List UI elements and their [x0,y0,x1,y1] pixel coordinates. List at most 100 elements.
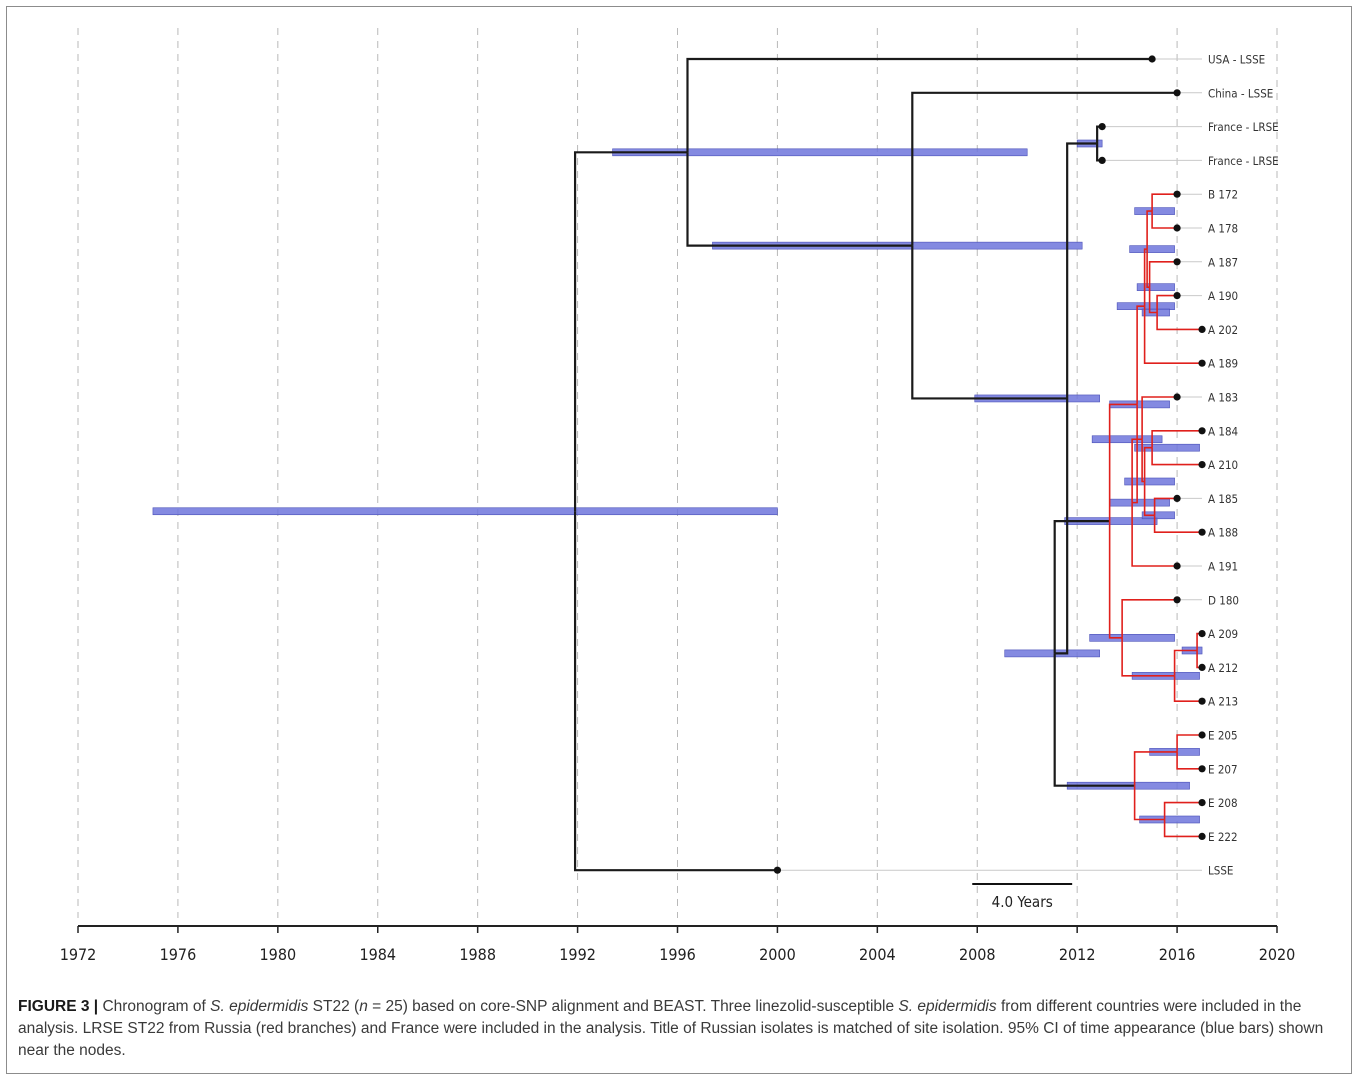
ci-bar-root [152,507,778,516]
tip-dot-tA212 [1198,663,1206,672]
branch-tA210 [1151,447,1203,466]
branch-nA184 [1141,439,1145,483]
tip-label-tFR1: France - LRSE [1208,120,1279,134]
ci-bar-nRU [1004,649,1100,658]
branch-tA185 [1153,497,1178,516]
caption-part-5: S. epidermidis [898,998,997,1015]
branch-nA209 [1121,637,1175,677]
chronogram-plot: USA - LSSE China - LSSE France - LRSE Franc… [60,28,1295,964]
branch-tA184 [1151,430,1203,448]
tick-label-1996: 1996 [659,945,696,964]
tip-label-tA185: A 185 [1208,492,1238,506]
tip-label-tA190: A 190 [1208,289,1238,303]
tick-label-1972: 1972 [60,945,97,964]
branch-nLSSE [573,151,688,512]
scale-bar: 4.0 Years [972,883,1073,911]
tip-dot-tUSA [1148,55,1156,63]
tip-dot-tD180 [1173,596,1181,604]
branch-nB [1108,403,1138,522]
branch-nA184a [1143,446,1153,482]
caption-text: Chronogram of S. epidermidis ST22 (n = 2… [18,998,1323,1059]
branch-nB2a [1131,438,1143,503]
tip-label-tA189: A 189 [1208,357,1238,371]
branch-tLSSE [573,511,778,872]
tip-label-tCHN: China - LSSE [1208,86,1273,100]
tip-dot-tA191 [1173,562,1181,570]
branch-tA183 [1141,396,1178,440]
tip-label-tA212: A 212 [1208,661,1238,675]
tip-label-tA191: A 191 [1208,560,1238,574]
branch-nRU [1054,398,1069,655]
tip-dot-tCHN [1173,89,1181,97]
caption-part-6: from different countries were included i… [18,998,1324,1059]
branch-tE207 [1176,751,1203,770]
ci-bar-nA184 [1124,477,1175,486]
caption-part-2: ST22 ( [308,998,360,1015]
branch-tE205 [1176,734,1203,752]
branch-nFRA [1066,142,1098,399]
tip-dot-tFR1 [1098,123,1106,131]
tip-dot-tB172 [1173,190,1181,198]
branch-nFR [911,245,1068,400]
tip-label-tUSA: USA - LSSE [1208,53,1265,67]
branch-tA190 [1156,294,1178,313]
branch-tA187 [1148,261,1178,288]
branch-tUSA [686,57,1153,153]
tip-label-tLSSE: LSSE [1208,864,1233,878]
tick-label-1976: 1976 [160,945,197,964]
tip-label-tD180: D 180 [1208,593,1239,607]
tip-label-tE205: E 205 [1208,729,1238,743]
tip-dot-tA202 [1198,325,1206,333]
tip-label-tE222: E 222 [1208,830,1238,844]
branch-tA188 [1153,515,1203,533]
tip-dot-tA209 [1198,630,1206,638]
branch-nCHN [686,152,913,247]
tick-label-1984: 1984 [359,945,396,964]
tip-label-tA188: A 188 [1208,526,1238,540]
figure-caption: FIGURE 3 | Chronogram of S. epidermidis … [18,996,1338,1062]
tip-dot-tLSSE [773,866,782,874]
tip-label-tA209: A 209 [1208,627,1238,641]
branch-nA [1053,520,1110,654]
branch-nA190 [1148,287,1158,314]
branch-nA185 [1143,481,1155,517]
ci-bar-nA187 [1136,283,1175,291]
branch-tE222 [1163,819,1203,838]
figure-label: FIGURE 3 | [18,998,99,1015]
caption-part-4: = 25) based on core-SNP alignment and BE… [367,998,899,1015]
tip-dot-tA213 [1198,697,1206,705]
figure-frame [6,6,1352,1074]
ci-bar-nA185 [1141,511,1175,520]
branch-nE2 [1133,785,1165,821]
branch-tD180 [1121,599,1178,638]
ci-bar-nB1 [1116,302,1175,310]
branch-tCHN [911,91,1178,246]
branch-nA209a [1173,649,1198,676]
tip-markers [773,55,1206,874]
tip-label-tA187: A 187 [1208,255,1238,269]
branch-tA202 [1156,312,1203,331]
tip-label-tB172: B 172 [1208,188,1238,202]
tip-label-tA183: A 183 [1208,391,1238,405]
tip-label-tA202: A 202 [1208,323,1238,337]
branch-tB172 [1151,193,1178,212]
branch-tA191 [1131,502,1178,567]
caption-part-0: Chronogram of [98,998,211,1015]
ci-bar-nB1a [1129,245,1175,253]
tip-labels: USA - LSSE China - LSSE France - LRSE Franc… [1208,53,1279,878]
scale-bar-label: 4.0 Years [992,893,1053,911]
tip-label-tA210: A 210 [1208,458,1238,472]
tip-dot-tA185 [1173,494,1181,502]
tick-label-1980: 1980 [260,945,297,964]
tick-label-1988: 1988 [459,945,496,964]
branch-tE208 [1163,801,1203,820]
tip-dot-tA187 [1173,258,1181,266]
tip-label-tA178: A 178 [1208,222,1238,236]
tick-label-2000: 2000 [759,945,796,964]
tip-label-tFR2: France - LRSE [1208,154,1279,168]
branch-nE1 [1133,751,1178,786]
branch-nD [1108,521,1123,639]
branch-nB2 [1132,404,1138,504]
tip-dot-tA188 [1198,528,1206,536]
branch-nA187 [1146,249,1150,288]
